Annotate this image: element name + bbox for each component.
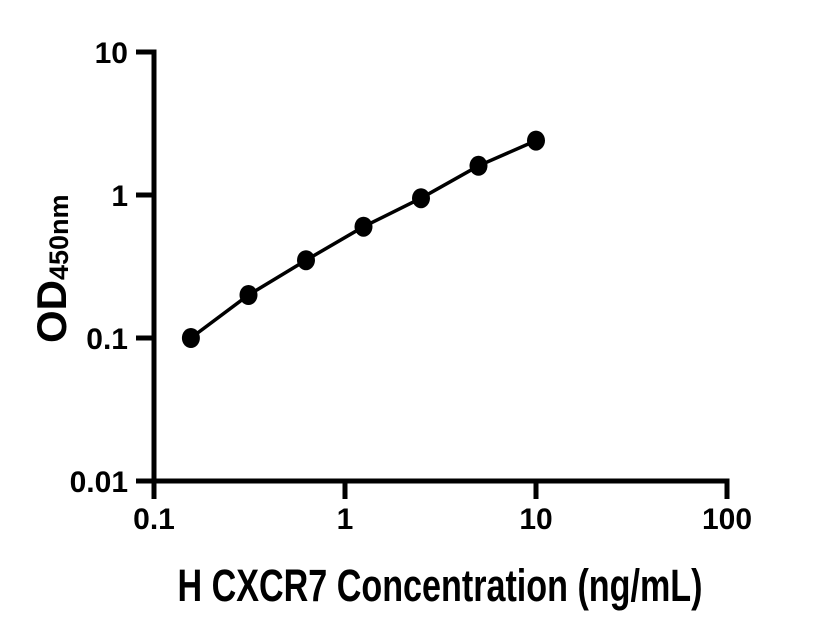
x-tick-label: 0.1 (133, 503, 175, 536)
axes (151, 49, 730, 484)
y-axis-title-subscript: 450nm (44, 194, 74, 280)
data-point (412, 188, 430, 209)
data-point (239, 285, 258, 305)
data-point (181, 328, 200, 348)
x-tick-label: 10 (519, 503, 552, 536)
x-axis-ticks: 0.1 1 10 100 (133, 481, 752, 536)
data-series (181, 130, 545, 348)
data-point (354, 216, 373, 237)
data-point (527, 130, 545, 151)
y-axis-title-main: OD (28, 280, 75, 343)
x-axis-title: H CXCR7 Concentration (ng/mL) (178, 560, 703, 611)
y-tick-label: 10 (95, 37, 128, 70)
y-tick-label: 1 (111, 180, 128, 213)
y-axis-title: OD450nm (28, 194, 75, 343)
data-point (297, 250, 315, 271)
y-tick-label: 0.1 (86, 323, 128, 356)
y-axis-ticks: 10 1 0.1 0.01 (70, 37, 154, 499)
x-tick-label: 1 (337, 503, 354, 536)
data-point (469, 155, 488, 176)
x-tick-label: 100 (702, 503, 752, 536)
axis-spines (151, 49, 730, 484)
y-tick-label: 0.01 (70, 466, 128, 499)
